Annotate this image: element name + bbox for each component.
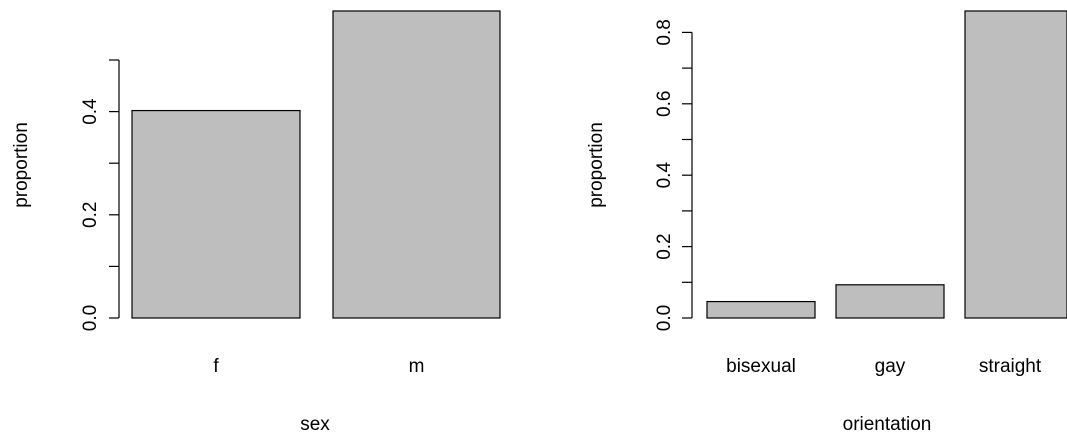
y-axis-sex: 0.0 0.2 0.4 bbox=[80, 59, 120, 331]
category-label-m: m bbox=[409, 356, 425, 377]
y-tick-label: 0.4 bbox=[80, 98, 101, 125]
y-tick-label: 0.4 bbox=[654, 162, 675, 189]
y-tick-label: 0.6 bbox=[654, 91, 675, 117]
y-axis-title-sex: proportion bbox=[11, 122, 32, 208]
y-axis-orientation: 0.0 0.2 0.4 0.6 0.8 bbox=[654, 19, 693, 331]
bars-orientation bbox=[706, 10, 1067, 319]
bar-m bbox=[332, 10, 501, 319]
category-label-straight: straight bbox=[979, 356, 1042, 377]
y-tick-label: 0.2 bbox=[80, 202, 101, 228]
category-label-gay: gay bbox=[875, 356, 906, 377]
category-label-bisexual: bisexual bbox=[726, 356, 796, 377]
y-tick-label: 0.0 bbox=[80, 305, 101, 331]
bar-gay bbox=[835, 284, 945, 319]
bars-sex bbox=[131, 10, 501, 319]
x-axis-title-sex: sex bbox=[300, 414, 330, 434]
bar-straight bbox=[964, 10, 1067, 319]
x-axis-title-orientation: orientation bbox=[843, 414, 932, 434]
y-tick-label: 0.8 bbox=[654, 19, 675, 45]
chart-orientation: 0.0 0.2 0.4 0.6 0.8 bisexual gay straight prop… bbox=[586, 10, 1067, 434]
category-label-f: f bbox=[213, 356, 219, 377]
bar-bisexual bbox=[706, 300, 816, 319]
y-axis-title-orientation: proportion bbox=[586, 122, 607, 208]
bar-f bbox=[131, 109, 301, 319]
y-tick-label: 0.0 bbox=[654, 305, 675, 331]
y-tick-label: 0.2 bbox=[654, 233, 675, 259]
x-categories-orientation: bisexual gay straight bbox=[726, 356, 1042, 377]
